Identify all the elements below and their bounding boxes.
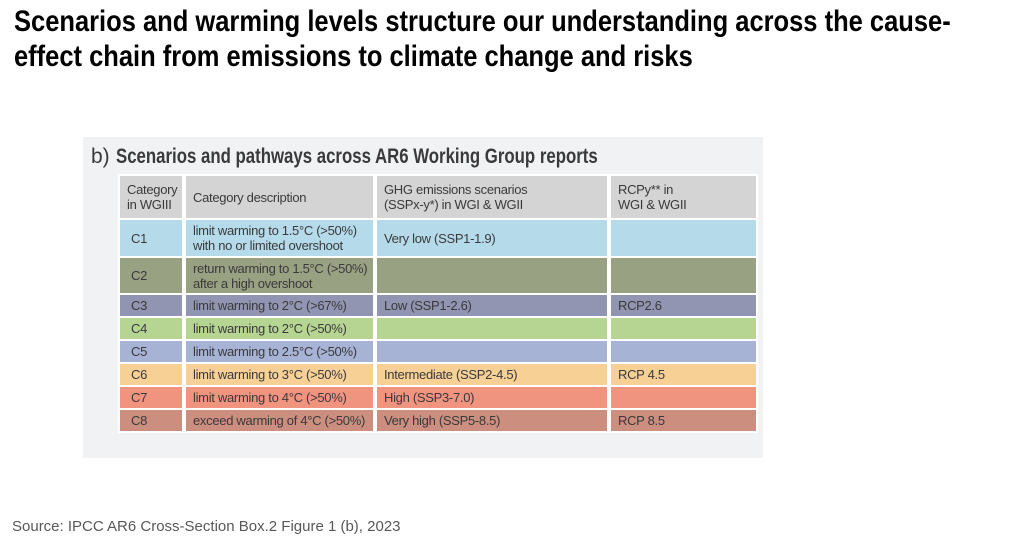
cell-ghg-scenario: Very low (SSP1-1.9) xyxy=(377,220,607,256)
cell-ghg-scenario: Intermediate (SSP2-4.5) xyxy=(377,364,607,385)
cell-category: C4 xyxy=(120,318,182,339)
cell-category: C6 xyxy=(120,364,182,385)
cell-ghg-scenario: Very high (SSP5-8.5) xyxy=(377,410,607,431)
cell-rcp xyxy=(611,387,756,408)
cell-description: limit warming to 3°C (>50%) xyxy=(186,364,373,385)
cell-description: exceed warming of 4°C (>50%) xyxy=(186,410,373,431)
scenarios-table: Category in WGIII Category description G… xyxy=(118,174,758,433)
cell-rcp xyxy=(611,318,756,339)
figure-label: b) xyxy=(91,145,110,168)
scenarios-table-grid: Category in WGIII Category description G… xyxy=(120,176,756,431)
figure-panel: b) Scenarios and pathways across AR6 Wor… xyxy=(83,137,763,458)
header-cell-category: Category in WGIII xyxy=(120,176,182,218)
cell-rcp xyxy=(611,258,756,293)
figure-panel-title: b) Scenarios and pathways across AR6 Wor… xyxy=(91,144,718,170)
header-cell-description: Category description xyxy=(186,176,373,218)
cell-category: C7 xyxy=(120,387,182,408)
cell-ghg-scenario: Low (SSP1-2.6) xyxy=(377,295,607,316)
cell-ghg-scenario xyxy=(377,258,607,293)
cell-category: C5 xyxy=(120,341,182,362)
cell-rcp: RCP2.6 xyxy=(611,295,756,316)
cell-description: limit warming to 4°C (>50%) xyxy=(186,387,373,408)
cell-rcp: RCP 4.5 xyxy=(611,364,756,385)
page-title: Scenarios and warming levels structure o… xyxy=(14,5,951,73)
cell-category: C3 xyxy=(120,295,182,316)
source-citation: Source: IPCC AR6 Cross-Section Box.2 Fig… xyxy=(12,518,401,535)
cell-category: C8 xyxy=(120,410,182,431)
cell-description: limit warming to 2°C (>67%) xyxy=(186,295,373,316)
cell-description: return warming to 1.5°C (>50%) after a h… xyxy=(186,258,373,293)
cell-description: limit warming to 2°C (>50%) xyxy=(186,318,373,339)
cell-rcp xyxy=(611,220,756,256)
header-cell-rcp: RCPy** in WGI & WGII xyxy=(611,176,756,218)
cell-rcp: RCP 8.5 xyxy=(611,410,756,431)
cell-category: C1 xyxy=(120,220,182,256)
cell-description: limit warming to 2.5°C (>50%) xyxy=(186,341,373,362)
figure-title-text: Scenarios and pathways across AR6 Workin… xyxy=(115,145,598,168)
cell-category: C2 xyxy=(120,258,182,293)
cell-rcp xyxy=(611,341,756,362)
header-cell-ghg-scenarios: GHG emissions scenarios (SSPx-y*) in WGI… xyxy=(377,176,607,218)
cell-ghg-scenario xyxy=(377,341,607,362)
cell-ghg-scenario: High (SSP3-7.0) xyxy=(377,387,607,408)
cell-ghg-scenario xyxy=(377,318,607,339)
cell-description: limit warming to 1.5°C (>50%) with no or… xyxy=(186,220,373,256)
